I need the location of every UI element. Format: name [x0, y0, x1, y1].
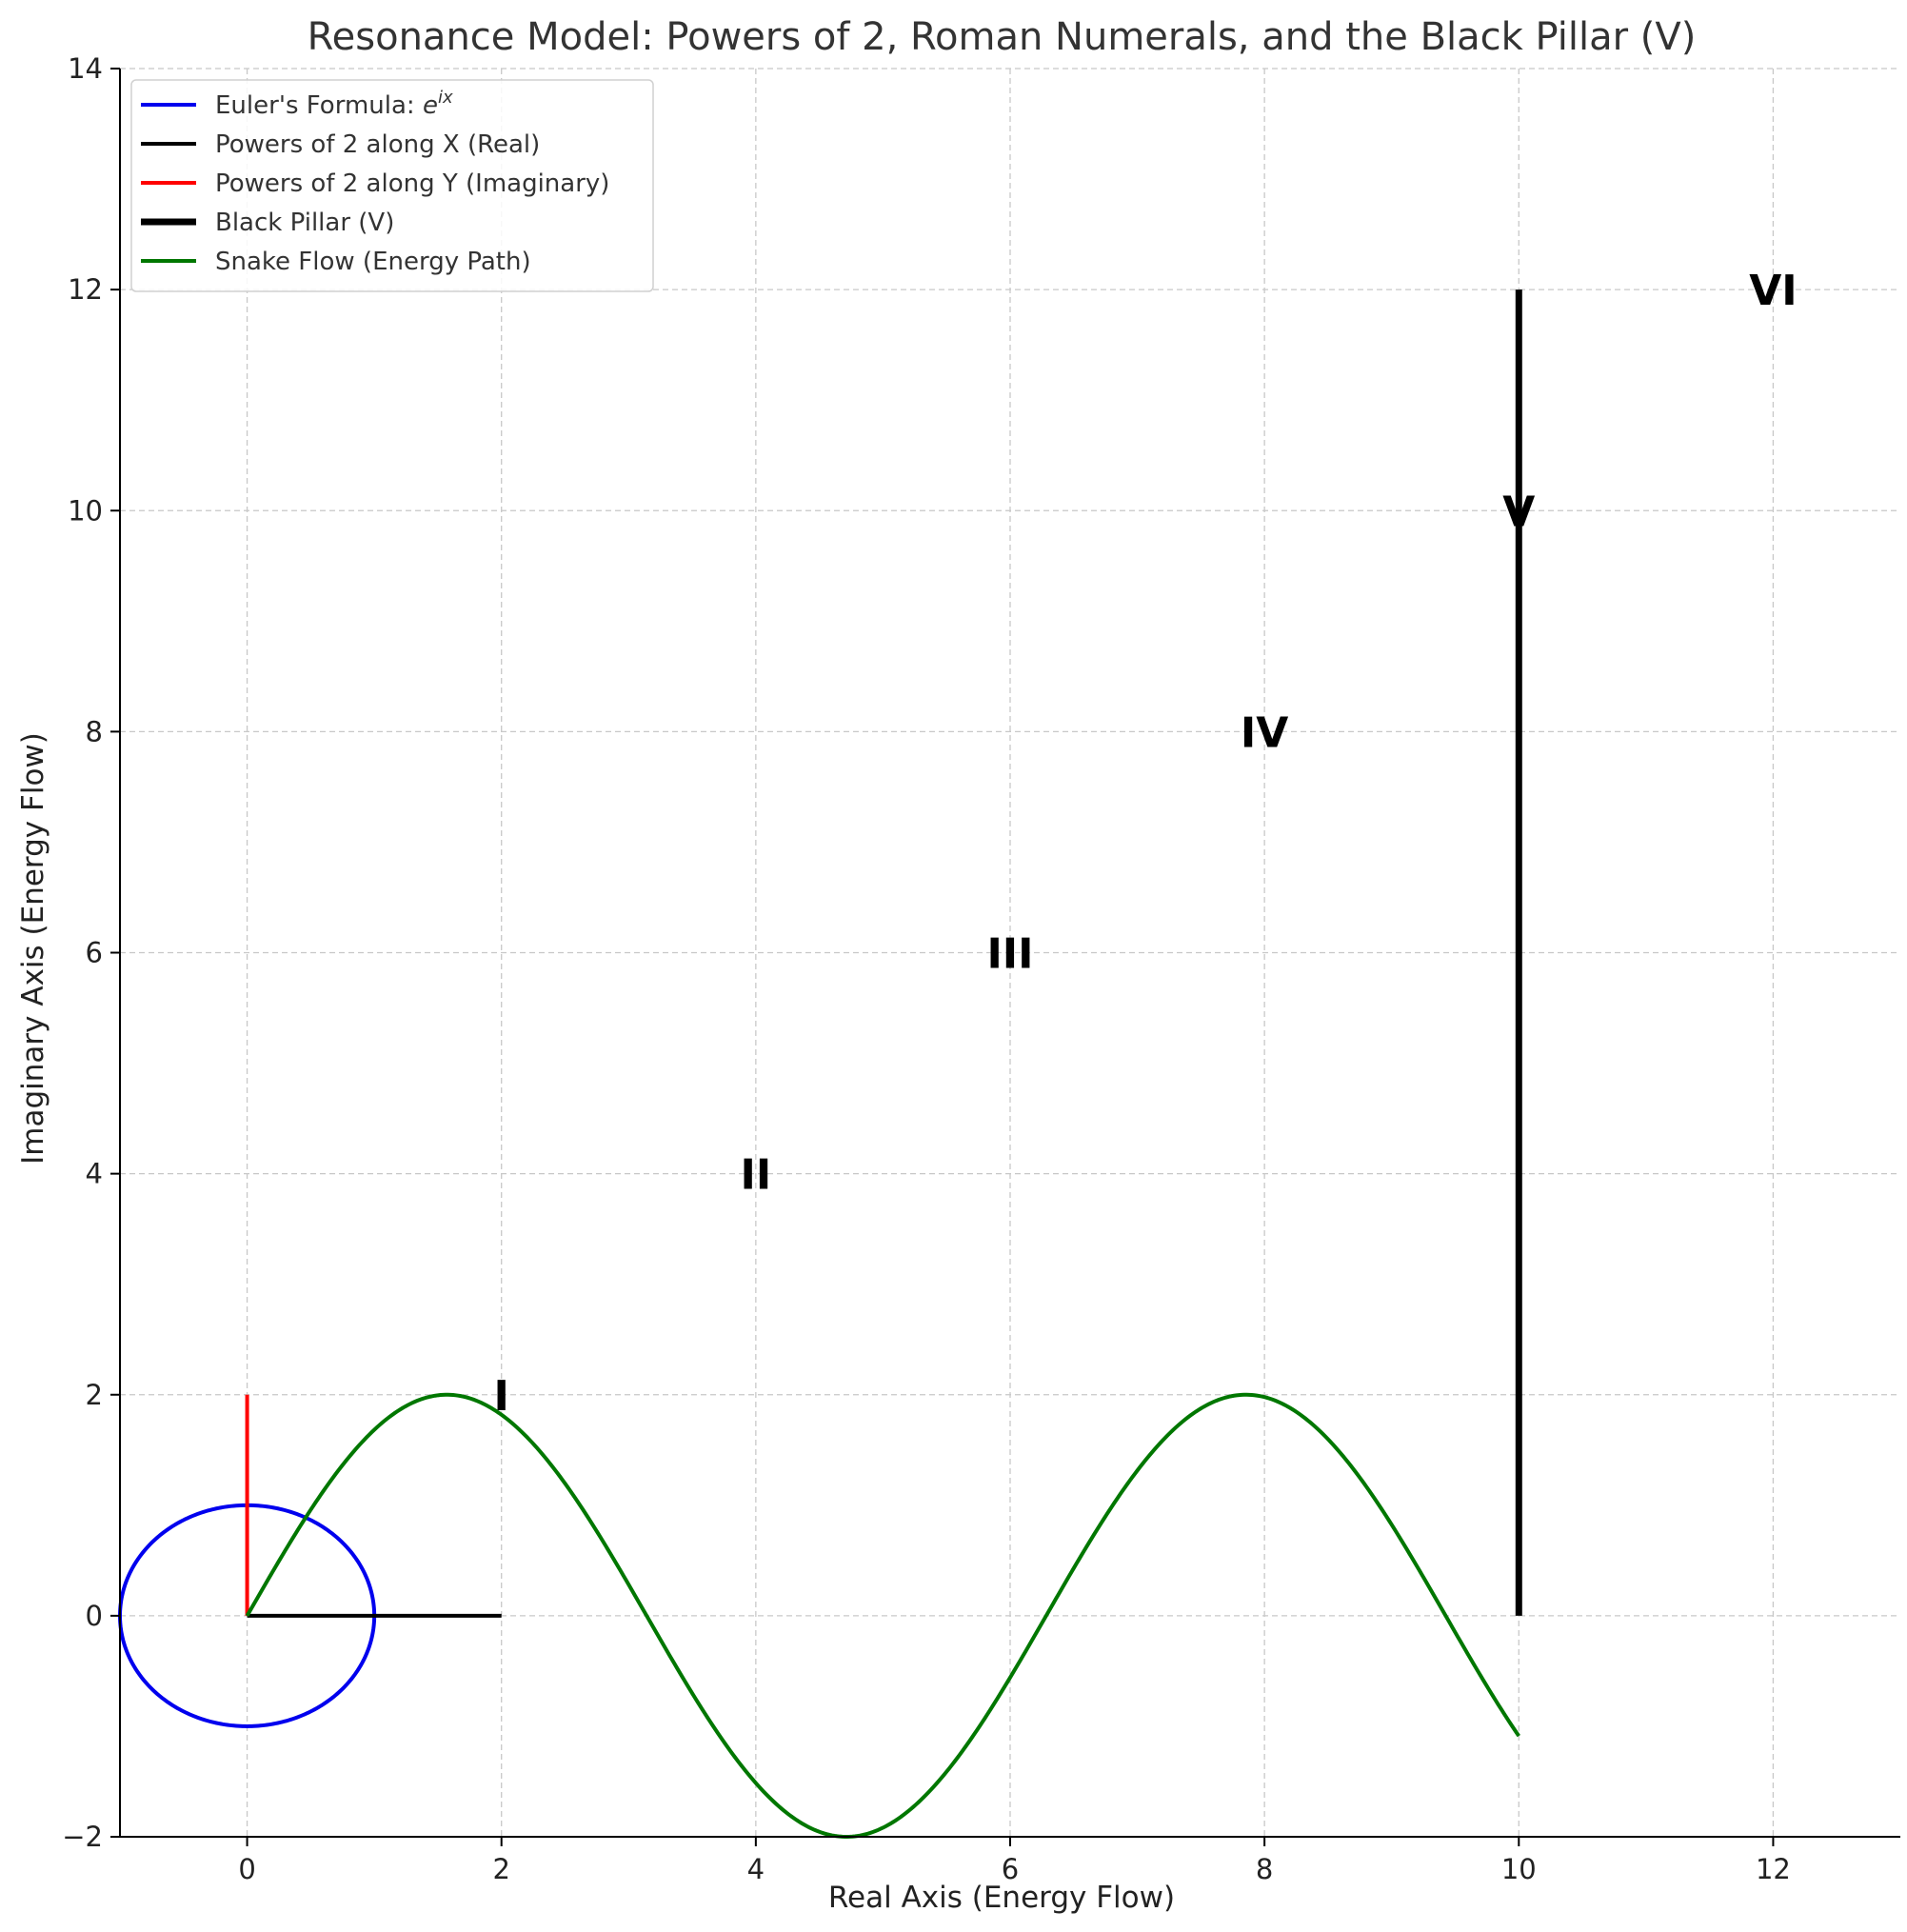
legend-box [130, 79, 654, 292]
y-tick-label: 10 [68, 494, 103, 527]
legend-label-snake: Snake Flow (Energy Path) [215, 248, 531, 276]
y-tick-label: 14 [68, 52, 103, 85]
series-layer [117, 289, 1522, 1839]
y-tick-label: 8 [86, 715, 103, 747]
numeral-label: III [986, 930, 1033, 979]
x-tick-label: 10 [1501, 1853, 1537, 1885]
numeral-label: VI [1749, 267, 1797, 315]
legend-label-euler: Euler's Formula: eix [215, 88, 453, 120]
y-axis-label: Imaginary Axis (Energy Flow) [16, 732, 50, 1165]
legend-label-powy: Powers of 2 along Y (Imaginary) [215, 169, 609, 198]
y-tick-label: 4 [86, 1158, 103, 1190]
x-tick-label: 2 [492, 1853, 509, 1885]
legend-label-powx: Powers of 2 along X (Real) [215, 130, 540, 159]
x-tick-label: 12 [1756, 1853, 1791, 1885]
chart-title: Resonance Model: Powers of 2, Roman Nume… [308, 15, 1697, 59]
y-tick-label: 2 [86, 1379, 103, 1411]
numeral-label: IV [1241, 708, 1288, 757]
legend-label-pillar: Black Pillar (V) [215, 209, 394, 237]
numeral-label: V [1502, 488, 1535, 536]
x-tick-label: 8 [1256, 1853, 1273, 1885]
y-tick-label: −2 [62, 1821, 103, 1853]
y-tick-label: 6 [86, 937, 103, 969]
x-tick-label: 6 [1002, 1853, 1019, 1885]
numeral-label: I [494, 1372, 509, 1421]
legend: Euler's Formula: eix Powers of 2 along X … [130, 79, 654, 292]
y-tick-label: 12 [68, 273, 103, 306]
x-tick-label: 0 [238, 1853, 255, 1885]
numeral-label: II [740, 1151, 771, 1200]
x-axis-label: Real Axis (Energy Flow) [828, 1881, 1175, 1915]
series-snake [245, 1392, 1520, 1839]
x-tick-label: 4 [747, 1853, 765, 1885]
axes-layer: 0 2 4 6 8 10 12 −2 0 2 4 6 8 10 12 14 [62, 52, 1900, 1885]
y-tick-label: 0 [86, 1600, 103, 1632]
